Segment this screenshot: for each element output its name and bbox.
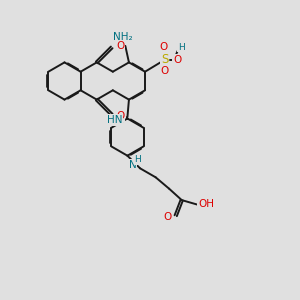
Text: NH₂: NH₂: [113, 32, 133, 42]
Text: HN: HN: [107, 115, 123, 125]
Text: H: H: [134, 155, 141, 164]
Text: N: N: [129, 160, 136, 170]
Text: O: O: [160, 42, 168, 52]
Text: O: O: [173, 55, 181, 65]
Text: O: O: [160, 66, 168, 76]
Text: H: H: [178, 43, 185, 52]
Text: O: O: [116, 111, 124, 121]
Text: O: O: [163, 212, 172, 222]
Text: S: S: [161, 53, 169, 66]
Text: O: O: [116, 41, 124, 51]
Text: OH: OH: [198, 199, 214, 209]
